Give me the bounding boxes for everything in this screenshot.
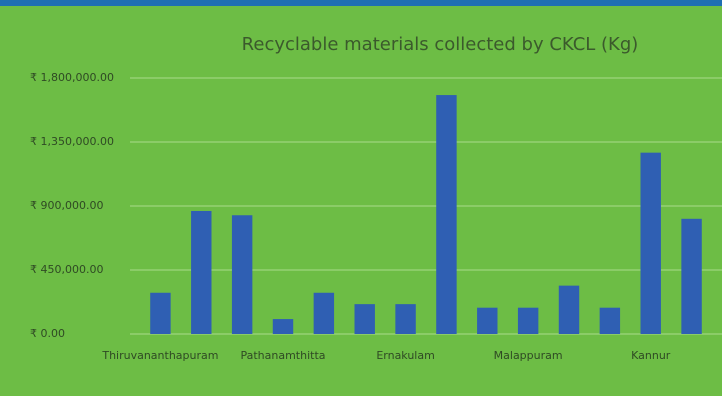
y-tick-label: ₹ 0.00 [30,327,65,340]
x-tick-label: Pathanamthitta [240,349,325,362]
x-tick-label: Thiruvananthapuram [101,349,218,362]
x-tick-label: Malappuram [494,349,563,362]
bar [395,304,416,334]
bar [436,95,457,334]
bar [354,304,375,334]
chart-title: Recyclable materials collected by CKCL (… [242,34,639,55]
bar [517,307,539,334]
bar [477,307,498,334]
bar [272,319,294,334]
bar [558,285,580,334]
top-strip [0,0,722,6]
bar [231,215,253,334]
bar [150,292,171,334]
y-tick-label: ₹ 1,800,000.00 [30,71,114,84]
y-tick-label: ₹ 900,000.00 [30,199,103,212]
bar [640,152,661,334]
y-tick-label: ₹ 1,350,000.00 [30,135,114,148]
bar [681,218,702,334]
bar [191,210,212,334]
bar [313,292,335,334]
x-tick-label: Ernakulam [376,349,435,362]
bar [599,307,621,334]
y-tick-label: ₹ 450,000.00 [30,263,103,276]
x-tick-label: Kannur [631,349,671,362]
